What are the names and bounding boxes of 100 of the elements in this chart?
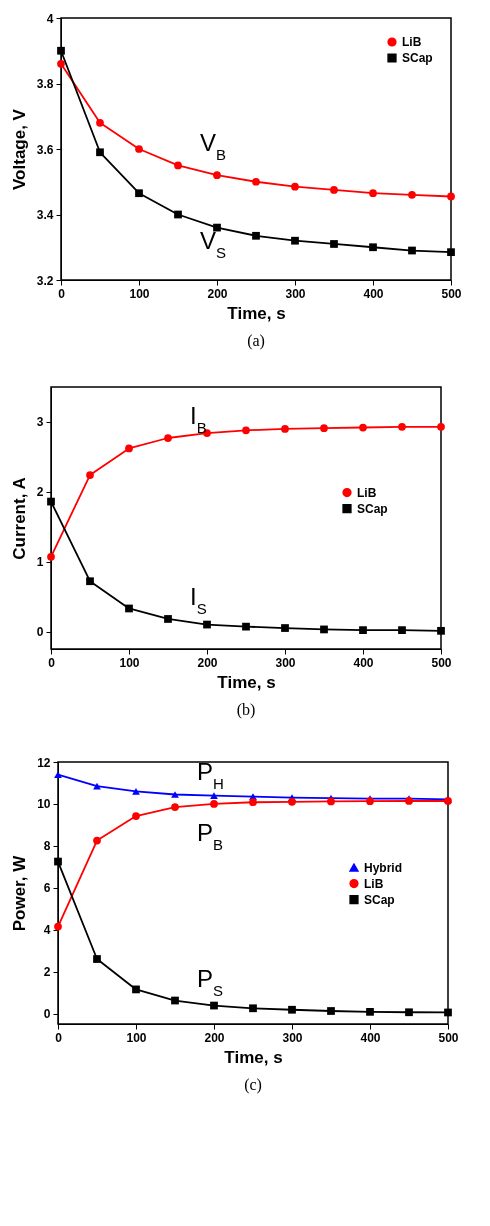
point [203, 620, 211, 629]
point [164, 434, 172, 442]
point [288, 1005, 296, 1014]
y-tick-label: 8 [43, 839, 51, 854]
point [171, 803, 179, 811]
point [437, 422, 445, 431]
point [366, 1007, 374, 1016]
point [54, 771, 62, 778]
point [359, 626, 367, 635]
point [210, 792, 218, 799]
point [369, 243, 377, 252]
x-tick-label: 200 [207, 286, 228, 301]
y-axis-title: Power, W [10, 854, 30, 932]
point [447, 192, 455, 201]
point [327, 1007, 335, 1015]
point [132, 985, 140, 994]
point [447, 248, 455, 257]
point [171, 996, 179, 1005]
point [327, 797, 335, 806]
point [96, 148, 104, 157]
y-axis-title: Voltage, V [9, 108, 29, 190]
point [132, 812, 140, 820]
legend-label: Hybrid [364, 860, 403, 875]
point [96, 118, 104, 127]
point [320, 424, 328, 433]
x-tick-label: 500 [441, 286, 462, 301]
point [242, 426, 250, 435]
legend-label: LiB [357, 485, 377, 500]
point [369, 189, 377, 198]
point [408, 190, 416, 199]
point [93, 955, 101, 963]
x-axis-title: Time, s [217, 672, 276, 692]
point [408, 246, 416, 255]
y-tick-label: 3.6 [36, 142, 54, 157]
x-axis-title: Time, s [224, 1047, 283, 1067]
point [135, 189, 143, 198]
y-tick-label: 4 [43, 923, 51, 938]
point [54, 857, 62, 866]
point [281, 425, 289, 433]
point [405, 1008, 413, 1017]
x-tick-label: 200 [197, 655, 218, 670]
point [398, 626, 406, 635]
annotation: P$_{H}$ [197, 758, 224, 792]
point [288, 797, 296, 806]
y-tick-label: 12 [37, 755, 51, 770]
x-tick-label: 400 [363, 286, 384, 301]
x-tick-label: 100 [126, 1030, 147, 1045]
point [249, 1004, 257, 1013]
point [281, 624, 289, 632]
point [210, 1001, 218, 1010]
y-tick-label: 3.8 [36, 77, 54, 91]
y-tick-label: 1 [36, 555, 44, 570]
y-tick-label: 0 [36, 625, 44, 640]
point [132, 787, 140, 795]
point [164, 615, 172, 623]
x-tick-label: 300 [275, 655, 296, 670]
y-tick-label: 2 [43, 965, 51, 980]
x-tick-label: 500 [431, 655, 452, 670]
x-tick-label: 0 [58, 286, 66, 301]
legend-label: SCap [364, 892, 395, 907]
point [291, 182, 299, 191]
text: (c) [244, 1076, 262, 1094]
y-tick-label: 4 [46, 11, 54, 26]
y-tick-label: 0 [43, 1007, 51, 1022]
point [125, 444, 133, 453]
point [47, 552, 55, 561]
y-tick-label: 6 [43, 881, 51, 896]
legend-label: SCap [402, 51, 433, 65]
point [86, 471, 94, 479]
annotation: V$_{S}$ [200, 226, 227, 260]
point [330, 240, 338, 248]
x-tick-label: 100 [119, 655, 140, 670]
x-tick-label: 500 [438, 1030, 459, 1045]
point [57, 59, 65, 68]
text: (b) [236, 701, 256, 719]
y-tick-label: 3 [36, 415, 44, 430]
annotation: I$_{S}$ [190, 582, 207, 617]
point [291, 236, 299, 245]
point [171, 791, 179, 798]
point [213, 171, 221, 180]
y-axis-title: Current, A [9, 477, 29, 560]
point [252, 177, 260, 186]
annotation: P$_{B}$ [197, 819, 224, 853]
y-tick-label: 3.4 [36, 208, 54, 222]
annotation: I$_{B}$ [190, 402, 207, 436]
annotation: V$_{B}$ [200, 129, 227, 163]
point [242, 622, 250, 631]
point [47, 497, 55, 506]
x-tick-label: 400 [360, 1030, 381, 1045]
point [54, 922, 62, 931]
x-tick-label: 200 [204, 1030, 225, 1045]
legend-label: LiB [402, 35, 422, 49]
point [57, 46, 65, 55]
point [444, 1008, 452, 1017]
y-tick-label: 10 [37, 797, 51, 812]
legend-label: LiB [364, 876, 384, 891]
point [125, 604, 133, 613]
x-tick-label: 400 [353, 655, 374, 670]
point [252, 231, 260, 240]
point [174, 210, 182, 219]
